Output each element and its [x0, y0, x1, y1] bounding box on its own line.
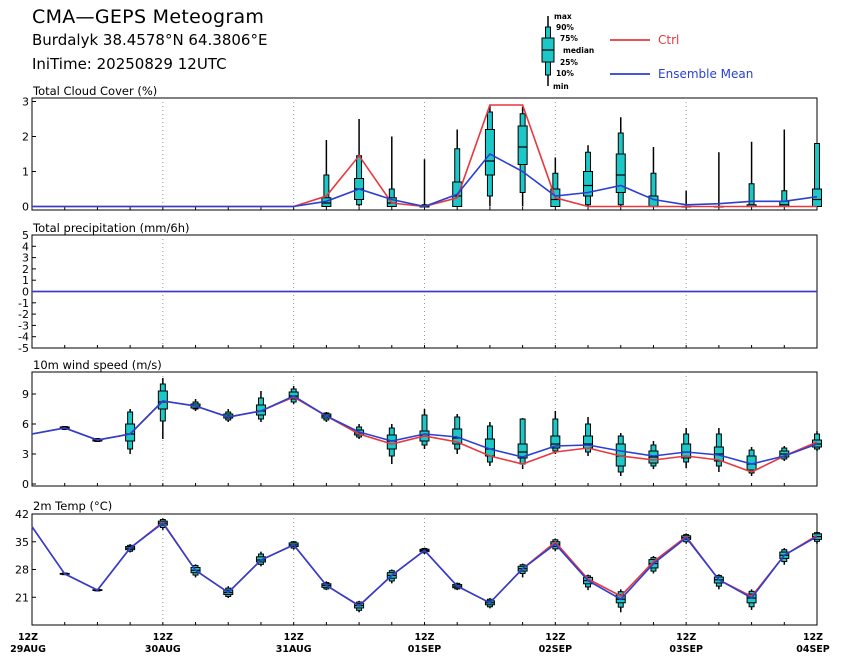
panel-3-box	[255, 391, 266, 422]
panel-3-box	[517, 418, 528, 469]
box-p10-p90	[552, 418, 559, 452]
panel-4-title: 2m Temp (°C)	[33, 499, 112, 513]
panel-1-y-tick-label: 0	[22, 201, 29, 214]
box-p25-p75	[615, 153, 626, 193]
panel-3-y-tick-label: 6	[22, 418, 29, 431]
x-tick-hour-label: 12Z	[414, 632, 434, 643]
legend-box-label: 25%	[560, 58, 578, 67]
panel-2-y-tick-label: 2	[22, 263, 29, 276]
legend-mean-label: Ensemble Mean	[658, 67, 753, 81]
x-tick-hour-label: 12Z	[18, 632, 38, 643]
x-tick-date-label: 30AUG	[145, 644, 181, 655]
panel-3-y-tick-label: 0	[22, 478, 29, 491]
panel-3-box	[812, 431, 822, 451]
panel-3-y-tick-label: 9	[22, 388, 29, 401]
box-p25-p75	[681, 443, 692, 459]
box-p25-p75	[484, 129, 495, 176]
panel-1-box	[713, 152, 724, 208]
panel-3-box	[681, 428, 692, 468]
legend-box-label: median	[563, 46, 594, 55]
box-p25-p75	[583, 171, 594, 197]
init-time-label: IniTime: 20250829 12UTC	[32, 55, 227, 73]
box-p25-p75	[125, 423, 136, 442]
panel-1-y-tick-label: 2	[22, 131, 29, 144]
panel-4-y-tick-label: 21	[15, 591, 29, 604]
panel-4-y-tick-label: 28	[15, 564, 29, 577]
box-p25-p75	[550, 435, 561, 449]
panel-2-y-tick-label: -2	[18, 308, 29, 321]
x-tick-date-label: 04SEP	[796, 644, 830, 655]
panel-2-y-tick-label: 3	[22, 252, 29, 265]
panel-2-y-tick-label: 5	[22, 229, 29, 242]
legend-box-label: min	[553, 82, 569, 91]
x-tick-hour-label: 12Z	[803, 632, 823, 643]
page-title: CMA—GEPS Meteogram	[32, 6, 265, 28]
x-tick-date-label: 02SEP	[539, 644, 573, 655]
x-tick-date-label: 03SEP	[669, 644, 703, 655]
panel-1-y-tick-label: 3	[22, 96, 29, 109]
panel-4-y-tick-label: 42	[15, 508, 29, 521]
panel-1-box	[386, 136, 397, 207]
box-p25-p75	[386, 434, 397, 450]
panel-4-y-tick-label: 35	[15, 536, 29, 549]
box-p25-p75	[157, 390, 168, 410]
panel-3-box	[484, 422, 495, 466]
x-tick-hour-label: 12Z	[284, 632, 304, 643]
panel-1-title: Total Cloud Cover (%)	[32, 84, 157, 98]
panel-2-y-tick-label: 0	[22, 286, 29, 299]
x-tick-hour-label: 12Z	[676, 632, 696, 643]
panel-4-line-mean	[31, 521, 818, 607]
panel-3-y-tick-label: 3	[22, 448, 29, 461]
panel-3-box	[779, 446, 790, 461]
x-tick-date-label: 01SEP	[408, 644, 442, 655]
legend-ctrl-label: Ctrl	[658, 33, 679, 47]
panel-3-title: 10m wind speed (m/s)	[33, 358, 162, 372]
x-tick-date-label: 29AUG	[10, 644, 46, 655]
legend-box-label: 75%	[560, 34, 578, 43]
panel-1-y-tick-label: 1	[22, 166, 29, 179]
box-p10-p90	[421, 414, 428, 446]
legend-box-label: 10%	[556, 69, 574, 78]
panel-1-box	[354, 119, 365, 207]
panel-1-box	[779, 129, 790, 207]
location-label: Burdalyk 38.4578°N 64.3806°E	[32, 31, 268, 49]
panel-1-box	[517, 106, 528, 207]
panel-3-box	[713, 428, 724, 472]
panel-3-line-mean	[31, 395, 818, 465]
panel-2-y-tick-label: 4	[22, 240, 29, 253]
panel-1-box	[419, 159, 430, 208]
panel-3-box	[583, 417, 594, 456]
panel-3-box	[452, 414, 463, 454]
panel-2-y-tick-label: -5	[18, 342, 29, 355]
panel-3-box	[419, 409, 430, 449]
panel-1-box	[615, 117, 626, 207]
legend-box-label: 90%	[556, 23, 574, 32]
legend-box-label: max	[554, 12, 572, 21]
panel-3-box	[288, 386, 299, 404]
box-p25-p75	[255, 404, 266, 416]
x-tick-date-label: 31AUG	[276, 644, 312, 655]
panel-1-line-mean	[32, 152, 818, 208]
panel-3-box	[550, 411, 561, 454]
panel-3-box	[157, 378, 168, 439]
box-p25-p75	[517, 443, 528, 459]
panel-1-box	[746, 141, 757, 208]
box-p25-p75	[517, 125, 528, 165]
x-tick-hour-label: 12Z	[153, 632, 173, 643]
panel-1-box	[583, 145, 594, 207]
panel-2-y-tick-label: -1	[18, 297, 29, 310]
panel-2-y-tick-label: 1	[22, 274, 29, 287]
box-p10-p90	[748, 183, 755, 207]
x-tick-hour-label: 12Z	[545, 632, 565, 643]
panel-2-title: Total precipitation (mm/6h)	[32, 221, 189, 235]
panel-2-y-tick-label: -3	[18, 319, 29, 332]
panel-2-y-tick-label: -4	[18, 331, 29, 344]
